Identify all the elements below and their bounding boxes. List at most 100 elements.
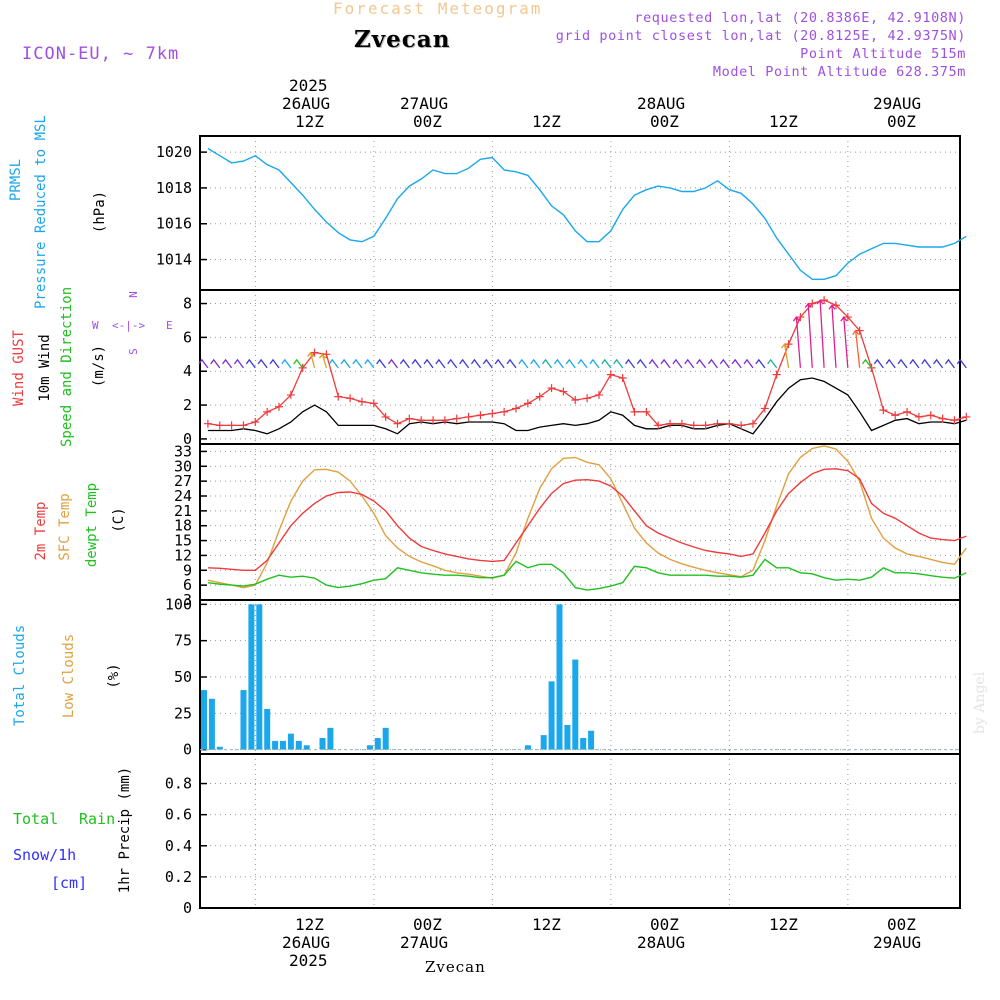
bottom-year-label: 2025 xyxy=(289,951,328,970)
total-cloud-bar xyxy=(540,735,547,750)
wind-direction-arrow xyxy=(318,353,328,369)
requested-coords: requested lon,lat (20.8386E, 42.9108N) xyxy=(634,10,966,26)
gust-marker xyxy=(606,370,615,379)
wind-direction-arrow xyxy=(387,358,399,369)
top-hour-label: 00Z xyxy=(650,112,679,131)
wind-unit-label: (m/s) xyxy=(91,344,107,388)
wind-direction-arrow xyxy=(470,358,481,369)
gust-marker xyxy=(488,409,497,418)
wind-direction-arrow xyxy=(352,358,363,369)
top-hour-label: 12Z xyxy=(769,112,798,131)
panel-frame-precip xyxy=(199,753,961,909)
total-cloud-bar xyxy=(366,745,373,750)
gust-marker xyxy=(464,412,473,421)
wind-direction-arrow xyxy=(589,358,600,369)
y-tick-label: 100 xyxy=(165,595,192,613)
y-tick-label: 33 xyxy=(174,442,192,460)
wind-direction-arrow xyxy=(553,358,564,369)
location-title: Zvecan xyxy=(354,26,451,53)
bottom-hour-label: 00Z xyxy=(887,915,916,934)
t2m-label: 2m Temp xyxy=(33,501,49,561)
y-tick-label: 21 xyxy=(174,502,192,520)
bottom-day-label: 27AUG xyxy=(400,933,449,952)
y-tick-label: 4 xyxy=(183,362,192,380)
bottom-hour-label: 12Z xyxy=(532,915,561,934)
wind-label: 10m Wind xyxy=(37,334,53,402)
gust-marker xyxy=(227,421,236,430)
top-day-label: 28AUG xyxy=(637,94,686,113)
dewpt-line xyxy=(207,558,967,591)
wind-direction-arrow xyxy=(435,358,446,369)
gust-marker xyxy=(938,414,947,423)
gust-marker xyxy=(749,419,757,428)
product-title: Forecast Meteogram xyxy=(333,0,543,18)
wind-direction-arrow xyxy=(840,315,849,368)
gust-marker xyxy=(275,402,283,411)
temp-unit-label: (C) xyxy=(111,507,127,533)
top-day-label: 26AUG xyxy=(282,94,331,113)
compass-south: S xyxy=(126,348,140,355)
wind-direction-arrow xyxy=(684,358,695,369)
gust-marker xyxy=(760,404,769,413)
total-cloud-bar xyxy=(295,740,302,750)
panel-frame-temperature xyxy=(199,443,961,601)
snow-unit-label: [cm] xyxy=(51,874,88,892)
y-tick-label: 12 xyxy=(174,546,192,564)
gust-marker xyxy=(784,340,793,349)
gust-marker xyxy=(523,399,532,408)
wind-direction-arrow xyxy=(530,358,541,369)
y-tick-label: 18 xyxy=(174,517,192,535)
pressure-line xyxy=(207,147,967,280)
y-tick-label: 6 xyxy=(183,328,192,346)
gust-marker xyxy=(654,421,663,430)
pressure-name-label: PRMSL xyxy=(8,158,24,202)
wind-direction-arrow xyxy=(707,358,718,369)
gust-marker xyxy=(618,374,627,382)
total-clouds-label: Total Clouds xyxy=(12,624,28,726)
top-day-label: 27AUG xyxy=(400,94,449,113)
wind-direction-arrow xyxy=(459,358,470,369)
compass-north: N xyxy=(126,291,140,298)
gust-marker xyxy=(689,421,698,430)
gust-marker xyxy=(630,407,639,416)
total-cloud-bar xyxy=(201,690,207,750)
plot-layer: 1014101610181020024683691215182124273033… xyxy=(156,135,971,917)
gust-marker xyxy=(203,419,212,428)
y-tick-label: 30 xyxy=(174,457,192,475)
y-tick-label: 1014 xyxy=(156,251,192,269)
model-label: ICON-EU, ~ 7km xyxy=(22,44,180,64)
wind-direction-arrow xyxy=(660,358,671,369)
y-tick-label: 1018 xyxy=(156,179,192,197)
y-tick-label: 0.4 xyxy=(165,837,192,855)
model-altitude: Model Point Altitude 628.375m xyxy=(712,64,966,80)
y-tick-label: 24 xyxy=(174,487,192,505)
y-tick-label: 9 xyxy=(183,561,192,579)
y-tick-label: 27 xyxy=(174,472,192,490)
gridpoint-coords: grid point closest lon,lat (20.8125E, 42… xyxy=(555,28,966,44)
wind-direction-arrow xyxy=(328,358,339,369)
wind-direction-arrow xyxy=(482,358,493,369)
y-tick-label: 6 xyxy=(183,576,192,594)
total-cloud-bar xyxy=(588,730,595,750)
total-cloud-bar xyxy=(564,724,571,750)
gust-marker xyxy=(440,416,449,425)
wind-direction-arrow xyxy=(245,358,256,369)
gust-marker xyxy=(369,399,378,408)
gust-marker xyxy=(429,416,438,425)
y-tick-label: 0 xyxy=(183,430,192,448)
wind-direction-arrow xyxy=(792,315,802,368)
wind-direction-arrow xyxy=(281,358,292,369)
total-cloud-bar xyxy=(572,659,579,750)
wind-direction-arrow xyxy=(198,358,209,369)
gust-marker xyxy=(571,396,580,404)
gust-marker xyxy=(559,387,568,396)
gust-marker xyxy=(808,299,817,308)
y-tick-label: 50 xyxy=(174,668,192,686)
wind-direction-arrow xyxy=(897,358,908,369)
precip-unit-label: 1hr Precip (mm) xyxy=(117,766,133,894)
wind-direction-arrow xyxy=(364,358,375,369)
wind-direction-arrow xyxy=(542,358,553,369)
gust-marker xyxy=(666,419,675,428)
total-cloud-bar xyxy=(548,681,555,750)
wind-direction-arrow xyxy=(257,358,268,369)
